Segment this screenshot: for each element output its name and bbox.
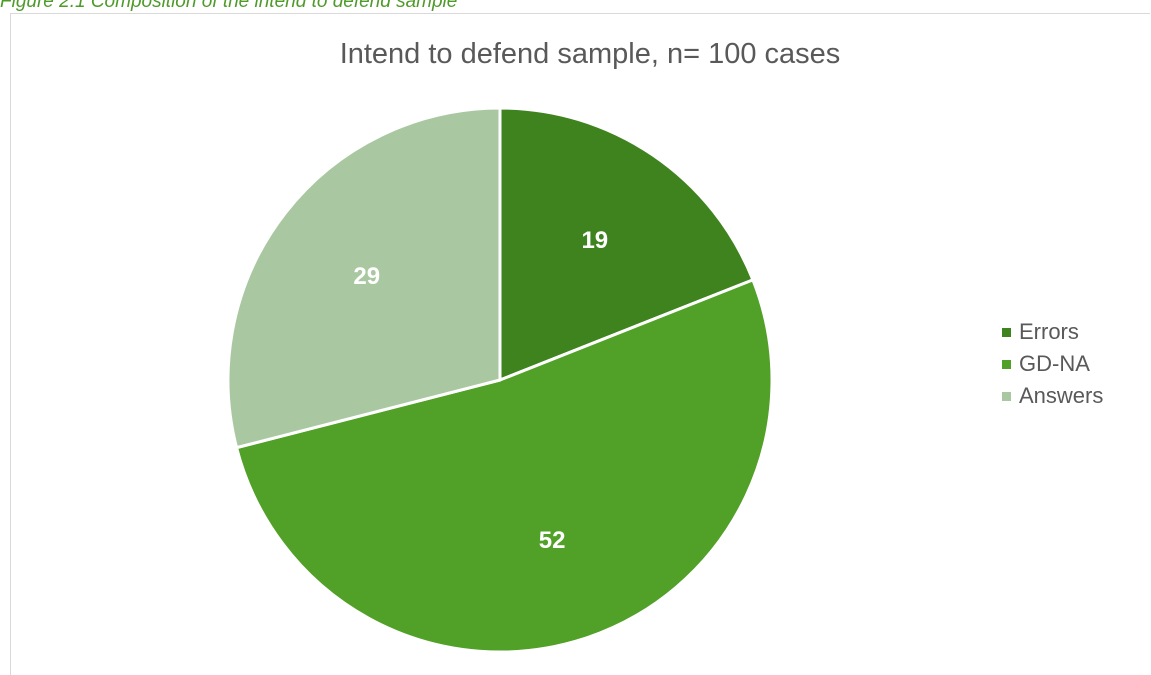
pie-data-labels: 19 52 29 xyxy=(353,227,608,554)
legend-swatch-gd-na xyxy=(1002,359,1011,369)
legend-item-errors: Errors xyxy=(1002,316,1103,348)
legend-item-gd-na: GD-NA xyxy=(1002,348,1103,380)
figure-caption: Figure 2.1 Composition of the intend to … xyxy=(0,0,458,12)
legend-label-answers: Answers xyxy=(1019,383,1104,408)
legend-swatch-errors xyxy=(1002,327,1011,337)
chart-title: Intend to defend sample, n= 100 cases xyxy=(339,38,841,70)
legend-item-answers: Answers xyxy=(1002,380,1103,412)
pie-slice-errors xyxy=(498,106,755,382)
legend-label-gd-na: GD-NA xyxy=(1019,351,1090,376)
legend-label-errors: Errors xyxy=(1019,319,1079,344)
legend-swatch-answers xyxy=(1002,391,1011,401)
data-label-gd-na: 52 xyxy=(539,527,566,554)
pie-slice-gd-na xyxy=(235,278,774,654)
chart-frame xyxy=(10,13,1150,675)
pie-slices xyxy=(226,106,774,654)
data-label-answers: 29 xyxy=(353,263,380,290)
legend: Errors GD-NA Answers xyxy=(1002,316,1103,412)
pie-slice-answers xyxy=(226,106,502,450)
data-label-errors: 19 xyxy=(581,227,608,254)
